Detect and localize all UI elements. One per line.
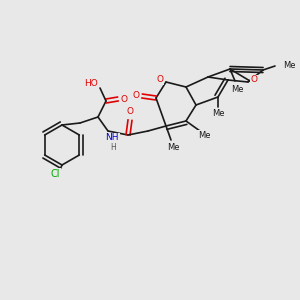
- Text: Me: Me: [212, 110, 224, 118]
- Text: Me: Me: [198, 130, 210, 140]
- Text: H: H: [110, 142, 116, 152]
- Text: O: O: [157, 76, 164, 85]
- Text: Cl: Cl: [50, 169, 60, 179]
- Text: O: O: [127, 107, 134, 116]
- Text: NH: NH: [105, 134, 119, 142]
- Text: O: O: [121, 94, 128, 103]
- Text: Me: Me: [167, 143, 179, 152]
- Text: Me: Me: [283, 61, 296, 70]
- Text: Me: Me: [231, 85, 243, 94]
- Text: HO: HO: [84, 79, 98, 88]
- Text: O: O: [250, 76, 257, 85]
- Text: O: O: [133, 92, 140, 100]
